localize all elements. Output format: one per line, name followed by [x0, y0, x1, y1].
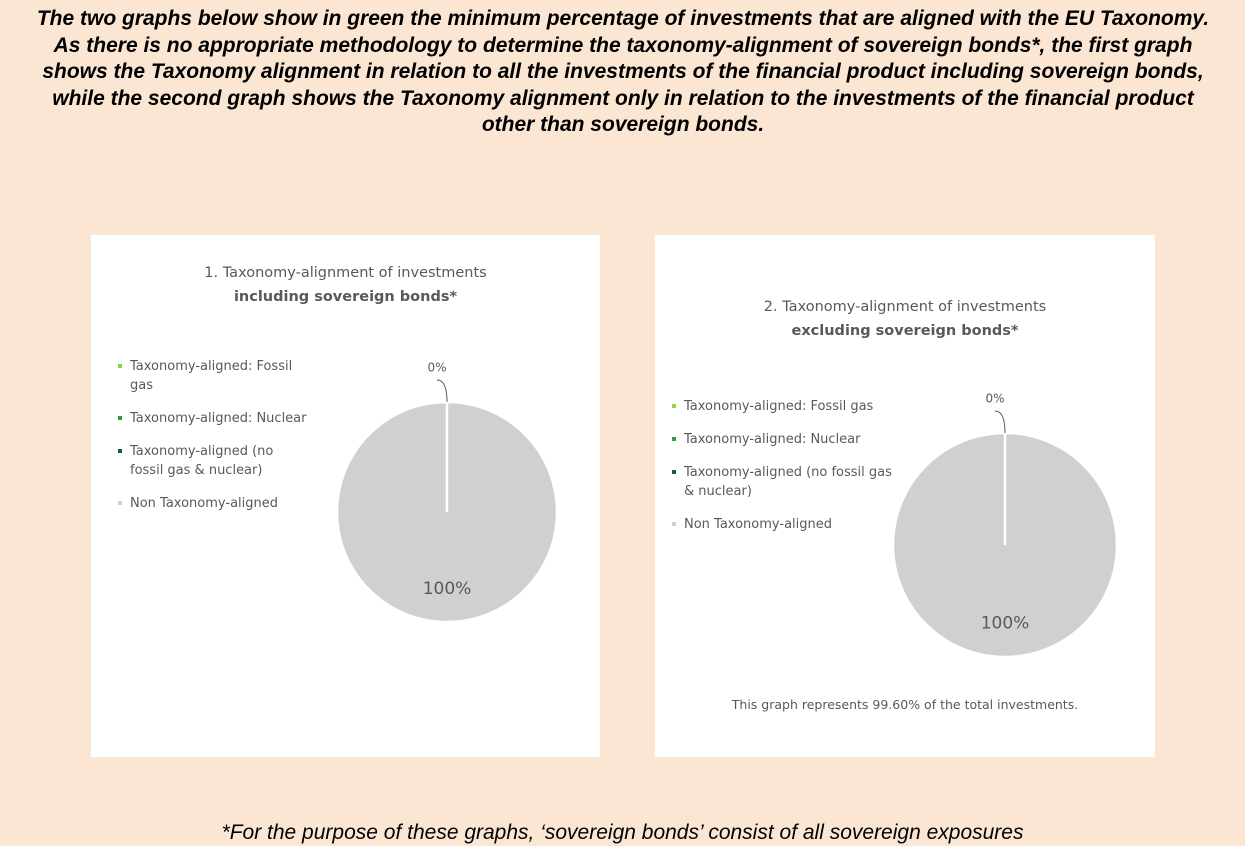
chart-panel: 1. Taxonomy-alignment of investments incl… [91, 235, 600, 757]
legend: Taxonomy-aligned: Fossil gas Taxonomy-ali… [672, 397, 897, 548]
pie-slice [335, 400, 559, 624]
data-label: 0% [427, 361, 446, 375]
legend-swatch [118, 364, 122, 368]
legend-item: Taxonomy-aligned: Fossil gas [118, 357, 308, 395]
pie-chart: 0% 100% [335, 361, 559, 624]
legend-item: Non Taxonomy-aligned [672, 515, 897, 534]
intro-text: The two graphs below show in green the m… [36, 7, 1210, 136]
chart-subtitle: including sovereign bonds* [233, 289, 458, 305]
legend-label: Taxonomy-aligned (no fossil gas & nuclea… [684, 465, 892, 499]
data-label: 100% [423, 579, 472, 599]
legend-item: Taxonomy-aligned: Nuclear [672, 430, 897, 449]
pie-slice [891, 431, 1119, 659]
legend-swatch [118, 416, 122, 420]
legend-swatch [672, 522, 676, 526]
legend-swatch [118, 449, 122, 453]
legend-swatch [672, 437, 676, 441]
chart-panel: 2. Taxonomy-alignment of investments excl… [655, 235, 1155, 757]
chart-subtitle: excluding sovereign bonds* [791, 323, 1019, 339]
legend-label: Taxonomy-aligned (no fossil gas & nuclea… [130, 444, 274, 478]
legend-label: Taxonomy-aligned: Fossil gas [130, 359, 293, 393]
footnote: *For the purpose of these graphs, ‘sover… [221, 821, 1024, 844]
legend-swatch [672, 470, 676, 474]
legend-item: Taxonomy-aligned (no fossil gas & nuclea… [118, 442, 308, 480]
legend-label: Taxonomy-aligned: Nuclear [684, 432, 861, 447]
chart-title: 1. Taxonomy-alignment of investments [204, 265, 487, 281]
leader-line [994, 410, 1006, 434]
legend-label: Non Taxonomy-aligned [130, 496, 278, 511]
chart-title: 2. Taxonomy-alignment of investments [763, 299, 1047, 315]
data-label: 100% [981, 613, 1030, 633]
legend-item: Taxonomy-aligned: Fossil gas [672, 397, 897, 416]
legend-swatch [118, 501, 122, 505]
data-label: 0% [985, 392, 1004, 406]
legend-label: Non Taxonomy-aligned [684, 517, 832, 532]
leader-line [436, 379, 448, 403]
legend-label: Taxonomy-aligned: Nuclear [130, 411, 307, 426]
legend-item: Non Taxonomy-aligned [118, 494, 308, 513]
legend-label: Taxonomy-aligned: Fossil gas [684, 399, 874, 414]
pie-chart: 0% 100% [891, 392, 1119, 659]
chart-note: This graph represents 99.60% of the tota… [731, 697, 1079, 712]
legend-swatch [672, 404, 676, 408]
legend-item: Taxonomy-aligned (no fossil gas & nuclea… [672, 463, 897, 501]
legend-item: Taxonomy-aligned: Nuclear [118, 409, 308, 428]
legend: Taxonomy-aligned: Fossil gas Taxonomy-ali… [118, 357, 308, 527]
